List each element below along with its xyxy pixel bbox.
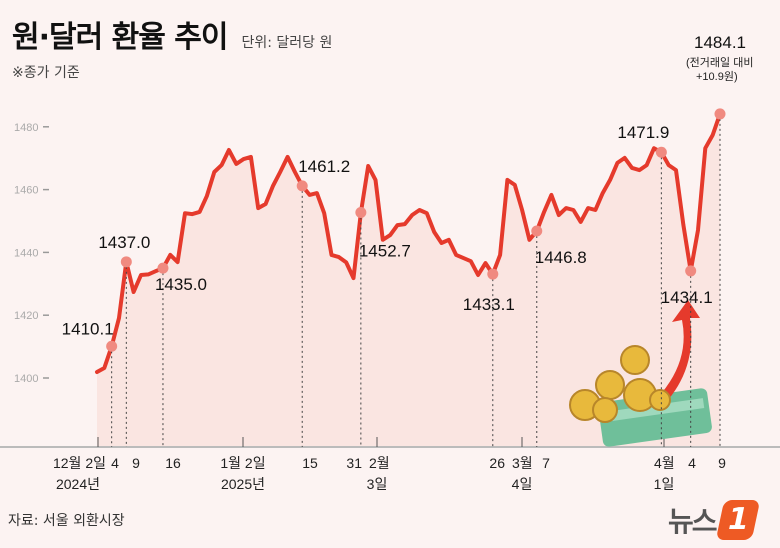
logo-mark: 1 bbox=[715, 500, 760, 540]
area-fill bbox=[97, 113, 720, 448]
coin-icon bbox=[595, 370, 625, 400]
coin-icon bbox=[592, 397, 618, 423]
data-marker bbox=[655, 146, 667, 158]
data-marker bbox=[157, 262, 169, 274]
x-tick-label: 2월 bbox=[369, 455, 390, 471]
x-tick-sublabel: 2024년 bbox=[56, 476, 100, 492]
y-tick-label: 1460 bbox=[14, 185, 38, 197]
coin-icon bbox=[620, 345, 650, 375]
x-tick-sublabel: 2025년 bbox=[221, 476, 265, 492]
data-label: 1434.1 bbox=[661, 288, 713, 307]
data-label: 1452.7 bbox=[359, 242, 411, 261]
logo-text: 뉴스 bbox=[668, 505, 718, 538]
data-marker bbox=[106, 340, 118, 352]
page-title: 원·달러 환율 추이 bbox=[12, 20, 228, 55]
source-label: 자료: 서울 외환시장 bbox=[8, 513, 125, 529]
x-tick-label: 12월 2일 bbox=[53, 455, 106, 471]
data-marker bbox=[487, 268, 499, 280]
x-tick-label: 4 bbox=[111, 455, 119, 471]
x-tick-label: 4월 bbox=[654, 455, 675, 471]
y-tick-label: 1480 bbox=[14, 122, 38, 134]
x-tick-label: 15 bbox=[302, 455, 318, 471]
data-label: 1410.1 bbox=[62, 319, 114, 338]
x-tick-sublabel: 4일 bbox=[512, 476, 533, 492]
x-tick-label: 9 bbox=[718, 455, 726, 471]
money-band bbox=[603, 398, 705, 422]
news1-logo: 뉴스 1 bbox=[668, 500, 760, 540]
data-label: 1461.2 bbox=[298, 157, 350, 176]
coin-icon bbox=[649, 389, 671, 411]
x-tick-label: 7 bbox=[542, 455, 550, 471]
data-marker bbox=[531, 225, 543, 237]
data-label: 1437.0 bbox=[98, 233, 150, 252]
y-tick-label: 1420 bbox=[14, 310, 38, 322]
x-tick-label: 3월 bbox=[512, 455, 533, 471]
data-marker bbox=[120, 256, 132, 268]
y-tick-label: 1400 bbox=[14, 373, 38, 385]
data-label-note: (전거래일 대비 bbox=[686, 55, 753, 69]
x-tick-label: 4 bbox=[688, 455, 696, 471]
x-tick-sublabel: 1일 bbox=[654, 476, 675, 492]
data-label-note: +10.9원) bbox=[696, 70, 738, 83]
unit-label: 단위: 달러당 원 bbox=[241, 35, 333, 51]
x-tick-label: 1월 2일 bbox=[220, 455, 265, 471]
data-marker bbox=[355, 207, 367, 219]
data-label: 1446.8 bbox=[535, 248, 587, 267]
data-label: 1471.9 bbox=[617, 123, 669, 142]
up-arrow-icon bbox=[660, 300, 700, 400]
data-marker bbox=[685, 265, 697, 277]
data-marker bbox=[296, 180, 308, 192]
data-label: 1484.1 bbox=[694, 33, 746, 52]
x-tick-label: 16 bbox=[165, 455, 181, 471]
coins-money-arrow-illustration bbox=[569, 300, 712, 447]
data-marker bbox=[714, 108, 726, 120]
x-tick-label: 26 bbox=[489, 455, 505, 471]
x-tick-label: 9 bbox=[132, 455, 140, 471]
exchange-rate-line bbox=[95, 111, 722, 374]
basis-note: ※종가 기준 bbox=[12, 65, 80, 81]
data-label: 1435.0 bbox=[155, 275, 207, 294]
x-tick-sublabel: 3일 bbox=[367, 476, 388, 492]
header: 원·달러 환율 추이 단위: 달러당 원 bbox=[12, 12, 332, 56]
data-label: 1433.1 bbox=[463, 295, 515, 314]
x-tick-label: 31 bbox=[346, 455, 362, 471]
y-tick-label: 1440 bbox=[14, 247, 38, 259]
